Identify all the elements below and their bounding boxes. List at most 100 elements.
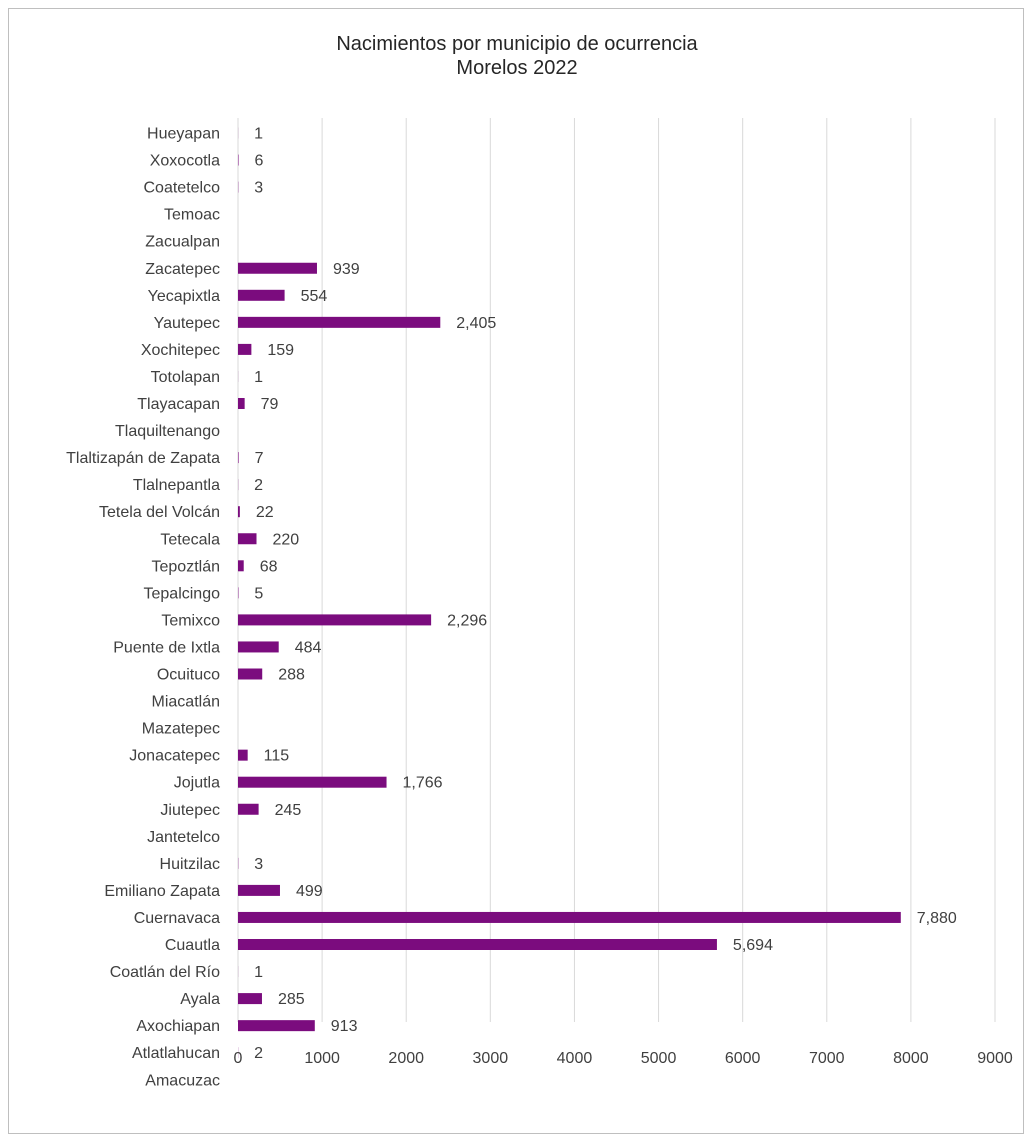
data-label: 22 [256, 504, 274, 521]
category-label: Totolapan [151, 369, 220, 386]
bar [238, 262, 317, 274]
category-label: Amacuzac [145, 1072, 220, 1089]
category-label: Axochiapan [136, 1018, 220, 1035]
data-label: 2,405 [456, 315, 496, 332]
category-label: Ayala [180, 991, 220, 1008]
bar [238, 533, 257, 545]
bar [238, 911, 901, 923]
category-label: Zacualpan [145, 234, 220, 251]
category-label: Jojutla [174, 775, 220, 792]
category-label: Tlaquiltenango [115, 423, 220, 440]
category-label: Tlayacapan [137, 396, 220, 413]
category-label: Miacatlán [152, 694, 220, 711]
bar [238, 803, 259, 815]
data-label: 68 [260, 558, 278, 575]
bar [238, 641, 279, 653]
data-label: 939 [333, 261, 360, 278]
category-label: Yecapixtla [148, 288, 220, 305]
category-label: Puente de Ixtla [113, 639, 220, 656]
category-label: Temixco [161, 612, 220, 629]
x-tick-label: 4000 [557, 1050, 593, 1067]
bar [238, 1020, 315, 1032]
data-label: 5,694 [733, 937, 773, 954]
data-label: 1,766 [403, 775, 443, 792]
category-label: Jantetelco [147, 829, 220, 846]
category-label: Ocuituco [157, 667, 220, 684]
data-label: 499 [296, 883, 323, 900]
category-label: Tlaltizapán de Zapata [66, 450, 220, 467]
data-label: 484 [295, 639, 322, 656]
x-tick-label: 3000 [473, 1050, 509, 1067]
data-label: 3 [254, 856, 263, 873]
category-label: Atlatlahucan [132, 1045, 220, 1062]
data-label: 115 [264, 748, 290, 765]
category-label: Mazatepec [142, 721, 220, 738]
data-label: 285 [278, 991, 305, 1008]
data-label: 5 [254, 585, 263, 602]
data-label: 7 [255, 450, 264, 467]
category-label: Jonacatepec [129, 748, 220, 765]
data-label: 913 [331, 1018, 358, 1035]
bar [238, 398, 245, 409]
bar [238, 993, 262, 1005]
category-label: Hueyapan [147, 126, 220, 143]
chart-title-block: Nacimientos por municipio de ocurrencia … [0, 32, 1034, 80]
bars-layer [238, 127, 901, 1059]
category-label: Tlalnepantla [133, 477, 220, 494]
category-label: Cuernavaca [134, 910, 220, 927]
bar [238, 154, 239, 166]
category-label: Yautepec [154, 315, 220, 332]
category-label: Xochitepec [141, 342, 220, 359]
bar [238, 289, 285, 301]
category-label: Zacatepec [145, 261, 220, 278]
data-label: 1 [254, 369, 263, 386]
data-label: 3 [254, 180, 263, 197]
x-tick-label: 2000 [388, 1050, 424, 1067]
data-label: 2,296 [447, 612, 487, 629]
bar [238, 668, 263, 680]
data-label: 288 [278, 667, 305, 684]
x-tick-label: 0 [234, 1050, 243, 1067]
data-label: 159 [267, 342, 294, 359]
x-tick-label: 9000 [977, 1050, 1013, 1067]
labels-layer: 0 1000 2000 3000 4000 5000 6000 7000 8000 9000 Hue… [66, 126, 1013, 1090]
bar [238, 776, 387, 788]
bar [238, 614, 432, 626]
data-label: 2 [254, 1045, 263, 1062]
bar [238, 560, 244, 572]
bar [238, 884, 280, 896]
category-label: Emiliano Zapata [104, 883, 220, 900]
category-label: Xoxocotla [150, 153, 220, 170]
category-label: Tepoztlán [152, 558, 221, 575]
x-tick-label: 6000 [725, 1050, 761, 1067]
data-label: 220 [273, 531, 300, 548]
data-label: 79 [261, 396, 279, 413]
bar [238, 316, 441, 328]
data-label: 554 [301, 288, 328, 305]
category-label: Coatlán del Río [110, 964, 220, 981]
grid-layer [237, 118, 996, 1022]
data-label: 2 [254, 477, 263, 494]
category-label: Huitzilac [160, 856, 220, 873]
bar [238, 749, 248, 761]
bar [238, 452, 239, 464]
bar [238, 939, 717, 950]
category-label: Coatetelco [144, 180, 221, 197]
bar [238, 506, 240, 518]
data-label: 1 [254, 964, 263, 981]
category-label: Tetela del Volcán [99, 504, 220, 521]
category-label: Temoac [164, 207, 220, 224]
data-label: 7,880 [917, 910, 957, 927]
bar [238, 343, 252, 355]
x-tick-label: 5000 [641, 1050, 677, 1067]
chart-title: Nacimientos por municipio de ocurrencia [336, 33, 698, 55]
data-label: 1 [254, 126, 263, 143]
category-label: Jiutepec [160, 802, 220, 819]
x-tick-label: 1000 [304, 1050, 340, 1067]
category-label: Tepalcingo [144, 585, 221, 602]
data-label: 6 [255, 153, 264, 170]
chart-subtitle: Morelos 2022 [456, 57, 578, 79]
category-label: Cuautla [165, 937, 220, 954]
category-label: Tetecala [160, 531, 220, 548]
